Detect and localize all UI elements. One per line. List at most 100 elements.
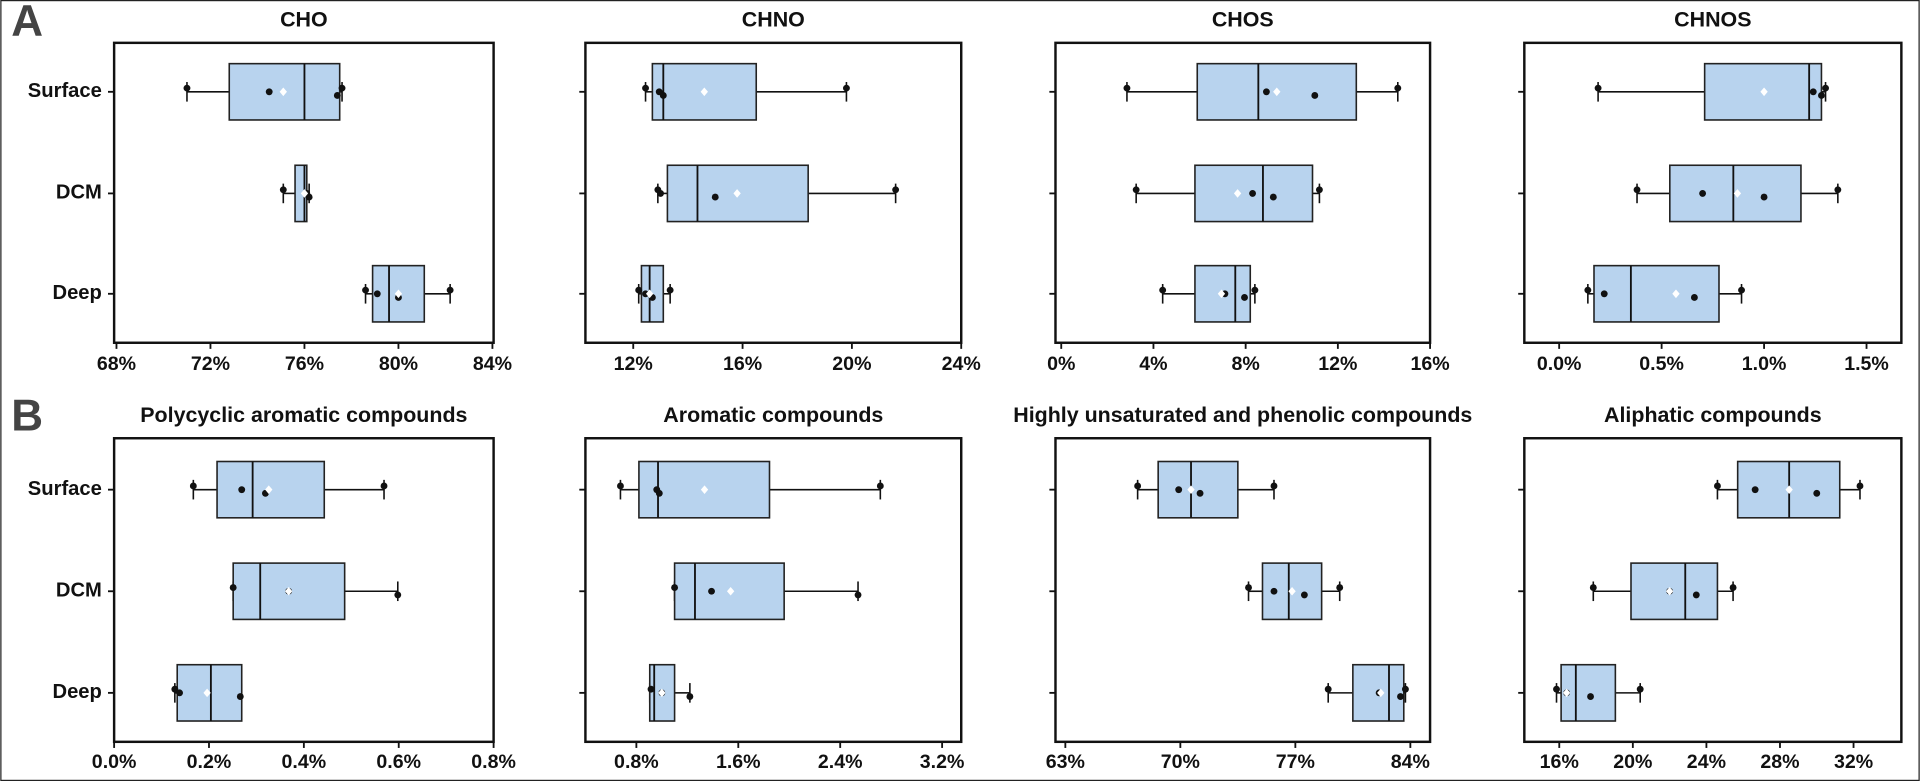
data-point bbox=[1636, 685, 1644, 693]
box bbox=[1593, 264, 1720, 323]
box bbox=[228, 62, 341, 121]
data-point bbox=[265, 88, 273, 96]
x-tick-label: 16% bbox=[723, 353, 762, 375]
data-point bbox=[1699, 189, 1707, 197]
x-tick-label: 28% bbox=[1760, 751, 1799, 773]
y-tick-label: DCM bbox=[56, 580, 102, 602]
data-point bbox=[1584, 286, 1592, 294]
data-point bbox=[333, 92, 341, 99]
y-tick-label: Deep bbox=[53, 282, 102, 304]
data-point bbox=[854, 591, 862, 599]
data-point bbox=[1587, 693, 1594, 700]
plot-frame bbox=[584, 437, 963, 744]
data-point bbox=[1633, 186, 1641, 194]
data-point bbox=[1760, 193, 1768, 201]
data-point bbox=[279, 186, 287, 194]
data-point bbox=[1300, 591, 1308, 599]
data-point bbox=[711, 193, 719, 201]
mean-marker bbox=[700, 87, 708, 97]
data-point bbox=[1270, 587, 1278, 595]
data-point bbox=[635, 286, 643, 294]
panel-label: A bbox=[11, 0, 43, 46]
mean-marker bbox=[300, 189, 309, 198]
data-point bbox=[843, 84, 850, 92]
data-point bbox=[373, 290, 381, 298]
mean-marker bbox=[700, 485, 709, 494]
y-tick-label: DCM bbox=[56, 182, 102, 204]
data-point bbox=[1729, 584, 1737, 592]
x-tick-label: 0% bbox=[1047, 353, 1075, 375]
data-point bbox=[394, 591, 402, 599]
data-point bbox=[171, 685, 179, 693]
data-point bbox=[1553, 685, 1560, 693]
x-tick-label: 84% bbox=[473, 353, 512, 375]
data-point bbox=[1123, 84, 1131, 92]
panel-title: CHO bbox=[280, 7, 328, 31]
data-point bbox=[1813, 489, 1821, 497]
mean-marker bbox=[265, 485, 273, 494]
mean-marker bbox=[1187, 485, 1195, 494]
panel-label: B bbox=[11, 391, 43, 440]
x-tick-label: 0.4% bbox=[282, 751, 327, 773]
data-point bbox=[642, 84, 649, 92]
data-point bbox=[642, 290, 649, 298]
data-point bbox=[1401, 685, 1409, 693]
data-point bbox=[236, 693, 244, 700]
data-point bbox=[659, 92, 667, 99]
data-point bbox=[380, 482, 388, 490]
x-tick-label: 1.0% bbox=[1742, 353, 1787, 375]
data-point bbox=[1175, 486, 1183, 494]
x-tick-label: 32% bbox=[1834, 751, 1873, 773]
data-point bbox=[1692, 591, 1700, 599]
y-tick-label: Surface bbox=[28, 80, 102, 102]
data-point bbox=[1196, 489, 1204, 497]
data-point bbox=[1336, 584, 1344, 592]
panel-title: Aromatic compounds bbox=[663, 403, 883, 427]
data-point bbox=[1241, 294, 1248, 301]
mean-marker bbox=[279, 87, 287, 97]
mean-marker bbox=[1377, 688, 1385, 698]
mean-marker bbox=[1562, 688, 1571, 698]
x-tick-label: 1.6% bbox=[716, 751, 761, 773]
data-point bbox=[1589, 584, 1597, 592]
data-point bbox=[1269, 193, 1277, 201]
panel-title: Polycyclic aromatic compounds bbox=[140, 403, 467, 427]
data-point bbox=[305, 193, 313, 201]
data-point bbox=[671, 584, 679, 592]
x-tick-label: 0.5% bbox=[1639, 353, 1684, 375]
data-point bbox=[1738, 286, 1745, 294]
x-tick-label: 2.4% bbox=[818, 751, 863, 773]
plot-frame bbox=[584, 41, 963, 344]
y-tick-label: Surface bbox=[28, 478, 102, 500]
x-tick-label: 24% bbox=[942, 353, 981, 375]
x-tick-label: 0.8% bbox=[614, 751, 659, 773]
data-point bbox=[176, 689, 184, 697]
x-tick-label: 76% bbox=[285, 353, 324, 375]
x-tick-label: 3.2% bbox=[920, 751, 965, 773]
x-tick-label: 8% bbox=[1232, 353, 1260, 375]
data-point bbox=[1856, 482, 1864, 490]
data-point bbox=[686, 693, 694, 700]
data-point bbox=[657, 189, 665, 197]
data-point bbox=[189, 482, 197, 490]
panel-title: Aliphatic compounds bbox=[1604, 403, 1822, 427]
x-tick-label: 0.6% bbox=[376, 751, 421, 773]
data-point bbox=[666, 286, 674, 294]
data-point bbox=[446, 286, 454, 294]
x-tick-label: 63% bbox=[1046, 751, 1085, 773]
data-point bbox=[1714, 482, 1721, 490]
data-point bbox=[1315, 186, 1323, 194]
data-point bbox=[1311, 92, 1319, 99]
x-tick-label: 0.2% bbox=[187, 751, 232, 773]
data-point bbox=[617, 482, 624, 490]
x-tick-label: 70% bbox=[1161, 751, 1200, 773]
data-point bbox=[1822, 84, 1829, 92]
data-point bbox=[1159, 286, 1167, 294]
data-point bbox=[1834, 186, 1842, 194]
data-point bbox=[655, 489, 663, 497]
data-point bbox=[362, 286, 369, 294]
data-point bbox=[1394, 84, 1402, 92]
data-point bbox=[1262, 88, 1270, 96]
x-tick-label: 0.0% bbox=[1537, 353, 1582, 375]
